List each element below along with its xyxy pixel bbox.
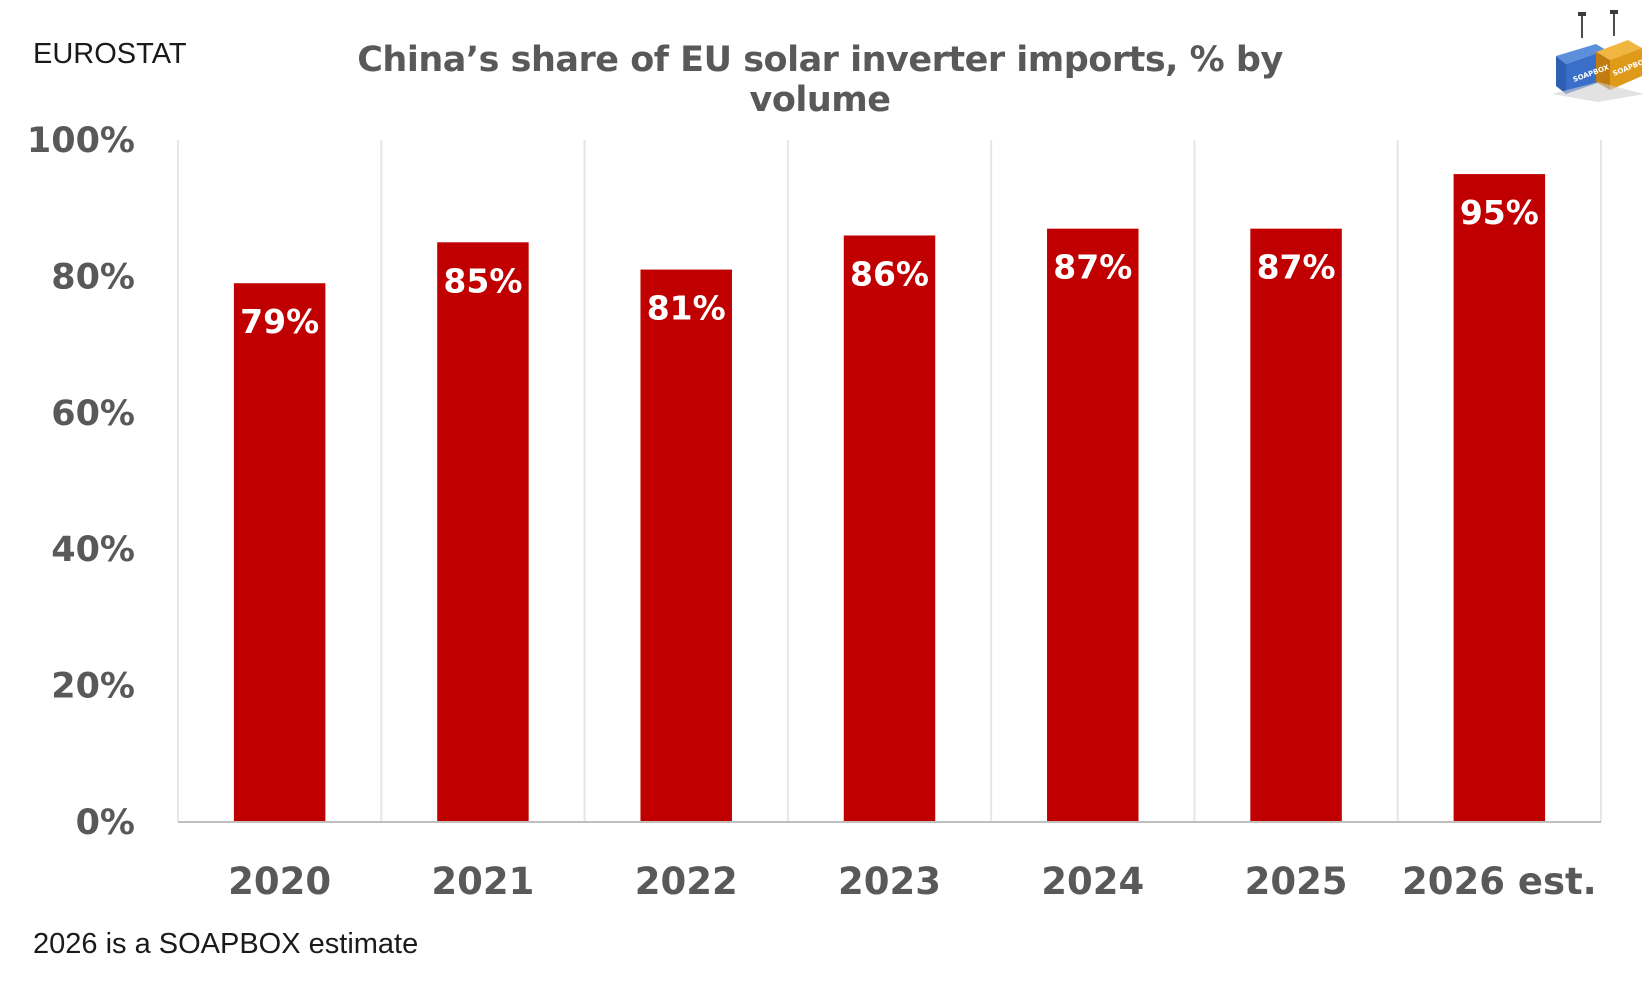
gridlines <box>177 140 1602 822</box>
data-label: 79% <box>240 302 319 341</box>
bar-2024 <box>1047 228 1139 822</box>
data-label: 81% <box>647 289 726 328</box>
y-tick-label: 40% <box>51 530 135 570</box>
bar-2025 <box>1250 228 1342 822</box>
data-label: 85% <box>443 261 522 300</box>
chart-title: China’s share of EU solar inverter impor… <box>357 40 1283 120</box>
bar-2021 <box>437 242 529 823</box>
x-tick-label: 2021 <box>431 860 534 903</box>
shipping-containers-crane-icon: SOAPBOX SOAPBOX <box>1552 10 1644 102</box>
y-tick-label: 80% <box>51 257 135 297</box>
data-label: 95% <box>1460 193 1539 232</box>
y-tick-label: 20% <box>51 667 135 707</box>
bars <box>233 174 1546 823</box>
y-axis-ticks: 0% 20% 40% 60% 80% 100% <box>27 121 135 843</box>
x-tick-label: 2024 <box>1041 860 1144 903</box>
bar-2026-est- <box>1453 174 1546 823</box>
x-axis-ticks: 2020 2021 2022 2023 2024 2025 2026 est. <box>228 860 1597 903</box>
data-label: 87% <box>1053 248 1132 287</box>
bar-2020 <box>233 283 326 823</box>
soapbox-logo: SOAPBOX SOAPBOX <box>1552 10 1644 102</box>
bar-2023 <box>843 235 936 823</box>
data-label: 87% <box>1257 248 1336 287</box>
data-label: 86% <box>850 254 929 293</box>
x-tick-label: 2022 <box>635 860 738 903</box>
x-tick-label: 2026 est. <box>1402 860 1597 903</box>
x-tick-label: 2025 <box>1245 860 1348 903</box>
y-tick-label: 100% <box>27 121 135 161</box>
y-tick-label: 60% <box>51 394 135 434</box>
y-tick-label: 0% <box>76 803 135 843</box>
x-tick-label: 2023 <box>838 860 941 903</box>
data-labels: 79% 85% 81% 86% 87% 87% 95% <box>240 193 1539 341</box>
x-tick-label: 2020 <box>228 860 331 903</box>
source-label: EUROSTAT <box>33 38 187 70</box>
footnote: 2026 is a SOAPBOX estimate <box>33 928 419 960</box>
bar-2022 <box>640 269 732 823</box>
